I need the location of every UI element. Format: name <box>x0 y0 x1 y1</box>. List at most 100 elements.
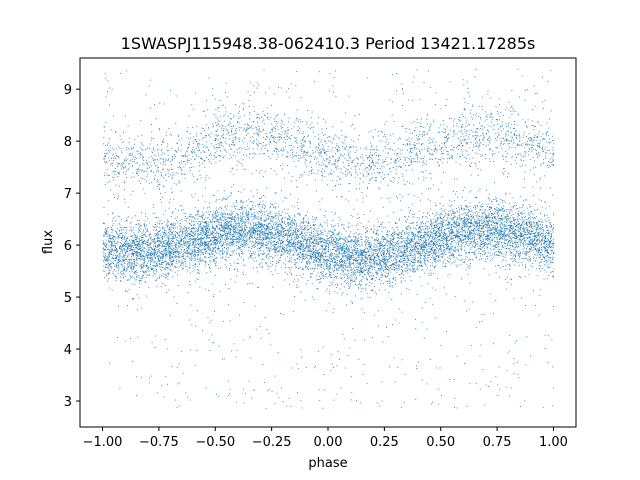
data-point <box>409 229 410 230</box>
data-point <box>349 226 350 227</box>
data-point <box>166 252 167 253</box>
data-point <box>126 271 127 272</box>
data-point <box>399 246 400 247</box>
data-point <box>366 268 367 269</box>
data-point <box>483 226 484 227</box>
data-point <box>112 290 113 291</box>
data-point <box>267 255 268 256</box>
data-point <box>463 224 464 225</box>
data-point <box>454 215 455 216</box>
data-point <box>256 226 257 227</box>
data-point <box>448 240 449 241</box>
data-point <box>205 242 206 243</box>
data-point <box>338 233 339 234</box>
data-point <box>503 206 504 207</box>
data-point <box>115 250 116 251</box>
data-point <box>243 231 244 232</box>
data-point <box>262 240 263 241</box>
data-point <box>241 192 242 193</box>
data-point <box>493 237 494 238</box>
data-point <box>396 269 397 270</box>
data-point <box>402 272 403 273</box>
data-point <box>548 234 549 235</box>
data-point <box>225 242 226 243</box>
data-point <box>323 242 324 243</box>
data-point <box>273 249 274 250</box>
data-point <box>257 242 258 243</box>
data-point <box>391 260 392 261</box>
data-point <box>393 245 394 246</box>
data-point <box>358 272 359 273</box>
data-point <box>375 253 376 254</box>
data-point <box>473 216 474 217</box>
data-point <box>400 237 401 238</box>
data-point <box>373 250 374 251</box>
data-point <box>538 229 539 230</box>
data-point <box>287 218 288 219</box>
data-point <box>453 249 454 250</box>
data-point <box>336 244 337 245</box>
data-point <box>226 260 227 261</box>
data-point <box>529 215 530 216</box>
data-point <box>220 230 221 231</box>
data-point <box>461 240 462 241</box>
data-point <box>173 252 174 253</box>
data-point <box>510 236 511 237</box>
data-point <box>478 216 479 217</box>
data-point <box>465 235 466 236</box>
data-point <box>111 245 112 246</box>
data-point <box>523 204 524 205</box>
data-point <box>146 249 147 250</box>
data-point <box>167 251 168 252</box>
data-point <box>399 255 400 256</box>
data-point <box>184 213 185 214</box>
data-point <box>119 268 120 269</box>
data-point <box>228 250 229 251</box>
data-point <box>433 231 434 232</box>
data-point <box>469 245 470 246</box>
data-point <box>187 231 188 232</box>
data-point <box>537 235 538 236</box>
data-point <box>552 262 553 263</box>
data-point <box>161 252 162 253</box>
data-point <box>286 234 287 235</box>
data-point <box>399 238 400 239</box>
data-point <box>261 242 262 243</box>
data-point <box>432 245 433 246</box>
data-point <box>364 255 365 256</box>
data-point <box>522 262 523 263</box>
data-point <box>149 275 150 276</box>
data-point <box>553 271 554 272</box>
data-point <box>244 231 245 232</box>
data-point <box>291 259 292 260</box>
data-point <box>115 255 116 256</box>
data-point <box>107 236 108 237</box>
data-point <box>365 274 366 275</box>
data-point <box>216 218 217 219</box>
data-point <box>475 207 476 208</box>
data-point <box>433 242 434 243</box>
data-point <box>276 203 277 204</box>
data-point <box>270 207 271 208</box>
data-point <box>525 258 526 259</box>
data-point <box>127 261 128 262</box>
data-point <box>237 269 238 270</box>
data-point <box>544 270 545 271</box>
data-point <box>431 246 432 247</box>
data-point <box>442 245 443 246</box>
data-point <box>494 208 495 209</box>
data-point <box>426 240 427 241</box>
data-point <box>235 234 236 235</box>
data-point <box>198 241 199 242</box>
data-point <box>233 253 234 254</box>
data-point <box>503 247 504 248</box>
data-point <box>352 263 353 264</box>
data-point <box>303 217 304 218</box>
data-point <box>398 245 399 246</box>
data-point <box>461 260 462 261</box>
data-point <box>217 221 218 222</box>
data-point <box>442 253 443 254</box>
data-point <box>440 223 441 224</box>
data-point <box>236 219 237 220</box>
data-point <box>311 273 312 274</box>
